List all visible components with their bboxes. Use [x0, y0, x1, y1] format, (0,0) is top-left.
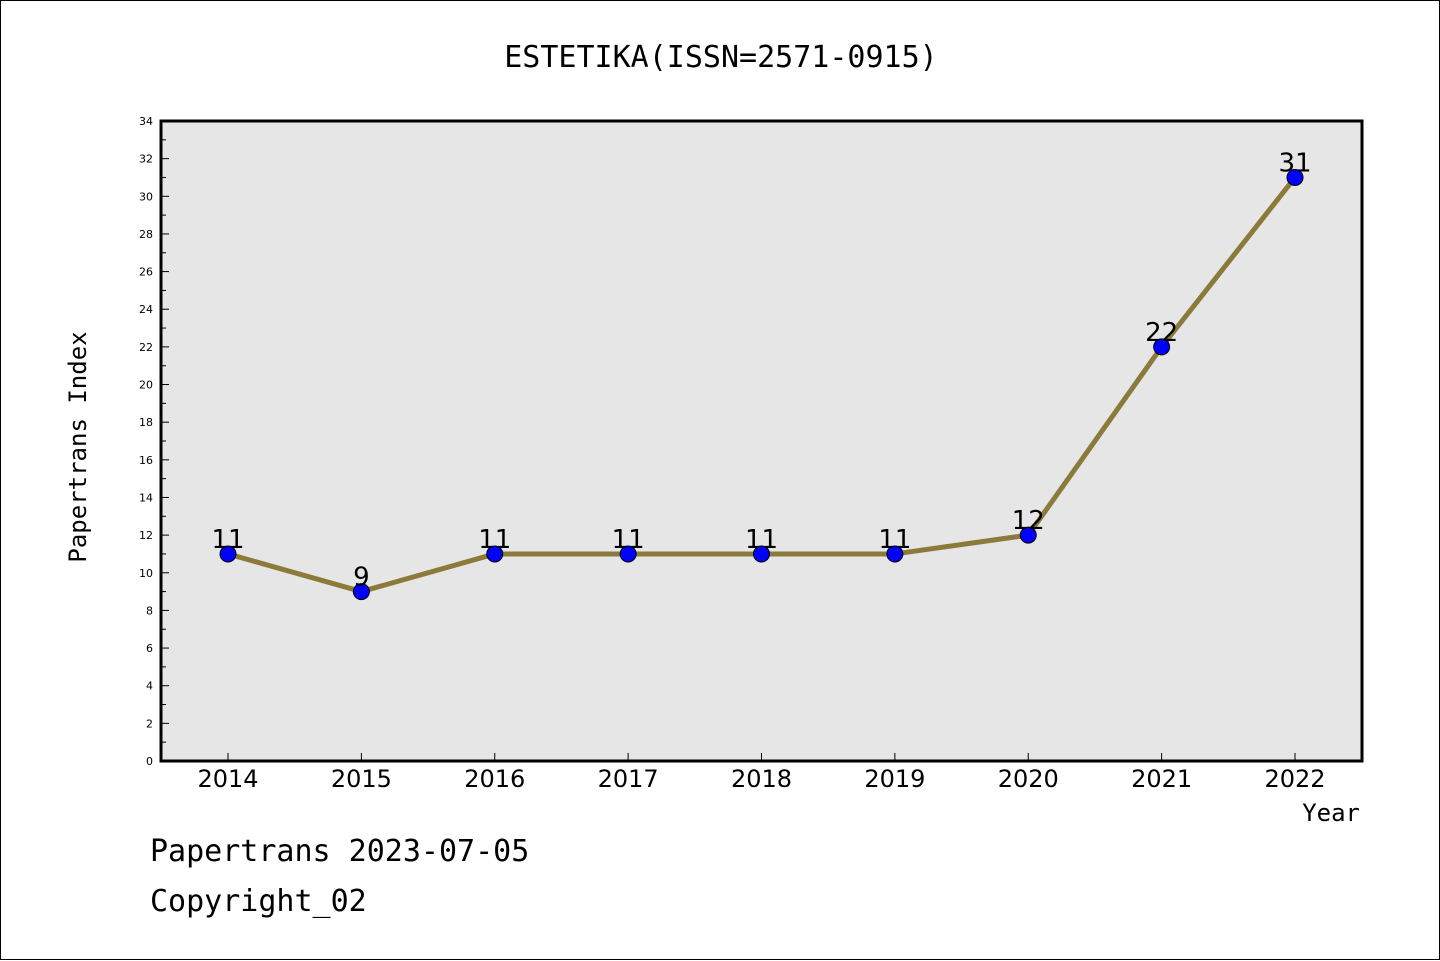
x-tick-label: 2019 [864, 765, 925, 793]
chart-title: ESTETIKA(ISSN=2571-0915) [504, 40, 937, 75]
plot-background [161, 121, 1362, 761]
y-tick-label: 6 [146, 642, 153, 655]
x-axis-label: Year [1302, 799, 1360, 827]
y-tick-label: 24 [139, 303, 153, 316]
x-tick-label: 2022 [1264, 765, 1325, 793]
data-point [219, 545, 237, 563]
y-tick-label: 32 [139, 153, 153, 166]
y-axis-label: Papertrans Index [64, 331, 92, 562]
x-tick-label: 2020 [998, 765, 1059, 793]
y-tick-label: 10 [139, 567, 153, 580]
y-tick-label: 14 [139, 491, 153, 504]
y-tick-label: 16 [139, 454, 153, 467]
y-tick-label: 22 [139, 341, 153, 354]
plot-border [159, 119, 1364, 763]
y-tick-label: 2 [146, 717, 153, 730]
data-label: 11 [478, 525, 511, 555]
footer-date: Papertrans 2023-07-05 [150, 834, 530, 869]
x-tick-label: 2015 [331, 765, 392, 793]
x-tick-label: 2018 [731, 765, 792, 793]
x-tick-label: 2014 [197, 765, 258, 793]
y-tick-label: 34 [139, 115, 153, 128]
y-tick-label: 18 [139, 416, 153, 429]
data-label: 11 [612, 525, 645, 555]
data-point [486, 545, 504, 563]
data-label: 11 [878, 525, 911, 555]
y-tick-label: 28 [139, 228, 153, 241]
footer-copyright: Copyright_02 [150, 884, 367, 919]
y-tick-label: 8 [146, 604, 153, 617]
y-tick-label: 0 [146, 755, 153, 768]
data-point [753, 545, 770, 563]
data-point [1019, 526, 1037, 544]
data-label: 11 [211, 525, 244, 555]
x-tick-label: 2017 [598, 765, 659, 793]
data-point [1286, 168, 1304, 186]
data-point [352, 583, 370, 601]
data-point [1153, 338, 1171, 356]
y-tick-label: 12 [139, 529, 153, 542]
data-label: 11 [745, 525, 778, 555]
data-label: 9 [353, 563, 370, 593]
data-label: 12 [1012, 506, 1045, 536]
x-tick-label: 2016 [464, 765, 525, 793]
data-label: 31 [1278, 148, 1311, 178]
data-point [619, 545, 637, 563]
y-tick-label: 20 [139, 379, 153, 392]
y-tick-label: 4 [146, 680, 153, 693]
data-point [886, 545, 904, 563]
x-tick-label: 2021 [1131, 765, 1192, 793]
y-tick-label: 26 [139, 266, 153, 279]
data-label: 22 [1145, 318, 1178, 348]
y-tick-label: 30 [139, 190, 153, 203]
